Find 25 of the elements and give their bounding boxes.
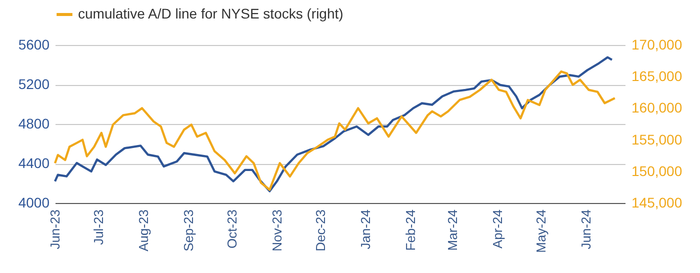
y-tick-label: 5200 <box>18 76 50 92</box>
x-tick-label: Aug-23 <box>136 210 151 252</box>
legend-label: cumulative A/D line for NYSE stocks (right) <box>78 6 344 22</box>
x-tick-label: Jan-24 <box>358 210 373 250</box>
x-tick-label: Sep-23 <box>180 210 196 252</box>
x-tick-label: May-24 <box>533 210 548 253</box>
x-tick-label: Mar-24 <box>444 210 460 251</box>
x-tick-label: Oct-23 <box>224 210 240 249</box>
x-tick-label: Dec-23 <box>312 210 328 252</box>
y2-tick-label: 160,000 <box>632 100 682 116</box>
y2-tick-label: 145,000 <box>632 194 682 210</box>
y-tick-label: 4800 <box>18 116 50 132</box>
y2-tick-label: 155,000 <box>632 131 682 148</box>
y-tick-label: 5600 <box>18 36 50 52</box>
y-tick-label: 4000 <box>18 194 50 210</box>
x-tick-label: Apr-24 <box>490 210 505 249</box>
x-tick-label: Jun-23 <box>48 210 62 250</box>
y2-tick-label: 165,000 <box>632 68 682 84</box>
x-tick-label: Nov-23 <box>269 210 284 252</box>
x-tick-label: Feb-24 <box>402 210 418 251</box>
y2-tick-label: 150,000 <box>632 162 682 179</box>
x-tick-label: Jun-24 <box>578 210 594 250</box>
y-tick-label: 4400 <box>18 155 50 171</box>
x-tick-label: Jul-23 <box>91 210 106 245</box>
y2-tick-label: 170,000 <box>632 36 682 52</box>
